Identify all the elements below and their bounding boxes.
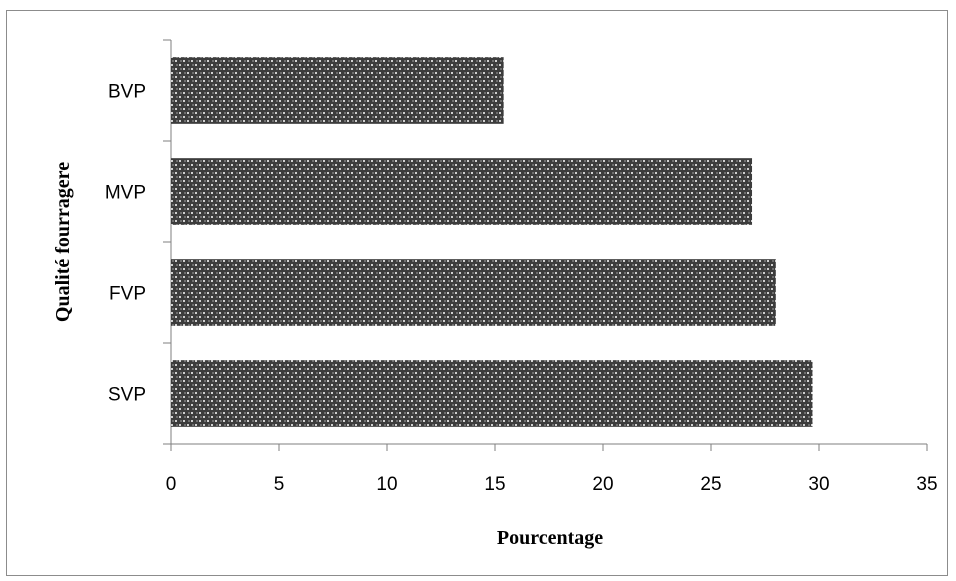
category-label-svp: SVP — [108, 385, 146, 406]
category-labels: SVP FVP MVP BVP — [105, 82, 146, 406]
bars — [171, 57, 813, 427]
bar-fvp — [171, 259, 776, 326]
x-axis — [170, 443, 928, 451]
x-tick-label: 15 — [484, 474, 505, 495]
x-tick-label: 25 — [700, 474, 721, 495]
bar-mvp — [171, 158, 753, 225]
x-tick-labels: 0 5 10 15 20 25 30 35 — [166, 474, 938, 495]
bar-bvp — [171, 57, 504, 124]
x-tick-label: 30 — [808, 474, 829, 495]
category-label-mvp: MVP — [105, 183, 146, 204]
x-axis-title: Pourcentage — [497, 527, 603, 549]
x-tick-label: 20 — [592, 474, 613, 495]
x-tick-label: 5 — [274, 474, 285, 495]
x-tick-label: 35 — [916, 474, 937, 495]
bar-svp — [171, 360, 813, 427]
x-tick-label: 10 — [376, 474, 397, 495]
category-label-fvp: FVP — [109, 284, 146, 305]
x-tick-label: 0 — [166, 474, 177, 495]
category-label-bvp: BVP — [108, 82, 146, 103]
y-axis — [163, 39, 172, 445]
y-axis-title: Qualité fourragere — [52, 162, 74, 322]
